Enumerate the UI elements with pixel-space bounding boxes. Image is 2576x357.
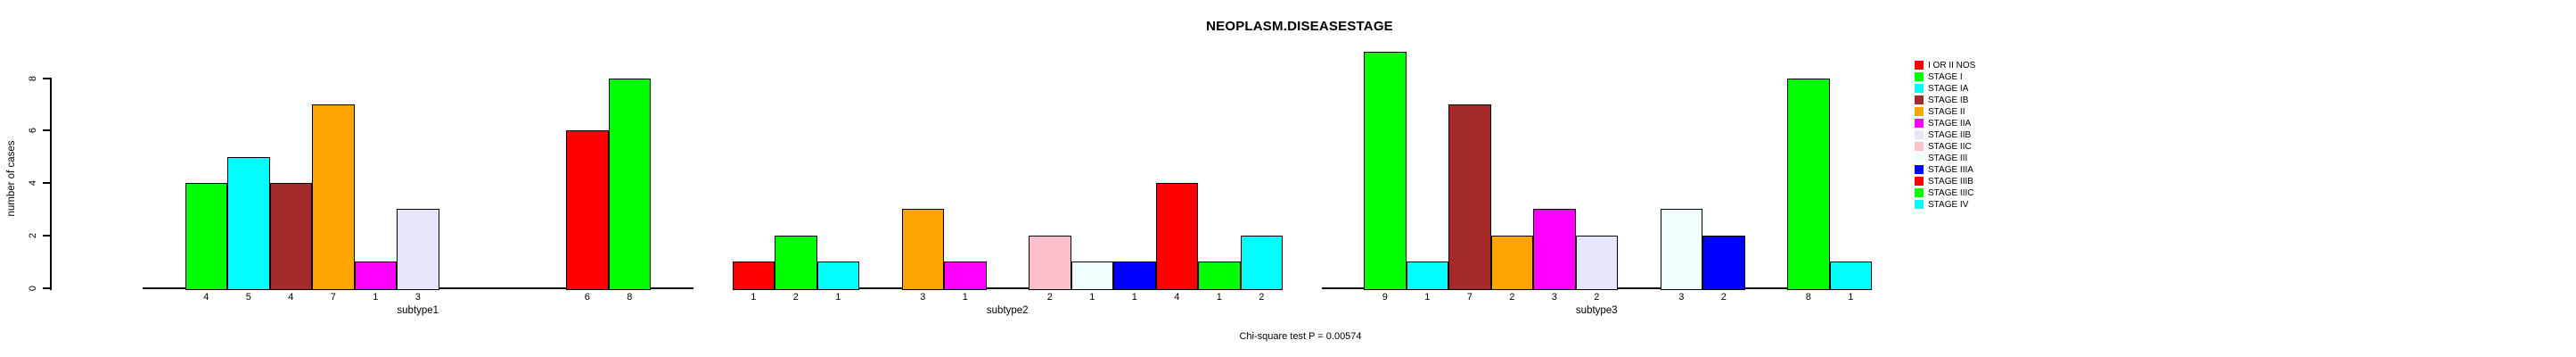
bar-value-label: 1: [751, 292, 757, 303]
legend-swatch: [1914, 118, 1924, 128]
bar-value-label: 7: [330, 292, 336, 303]
bar-value-label: 6: [584, 292, 590, 303]
bar: [608, 78, 651, 290]
legend-label: STAGE IIIB: [1928, 176, 1973, 187]
bar: [732, 262, 775, 290]
legend-swatch: [1914, 71, 1924, 81]
legend-swatch: [1914, 153, 1924, 162]
bar-value-label: 4: [288, 292, 294, 303]
bar-value-label: 1: [1424, 292, 1431, 303]
panel-x-label: subtype2: [986, 305, 1029, 316]
chi-square-annotation: Chi-square test P = 0.00574: [1239, 331, 1362, 342]
legend-label: STAGE III: [1928, 153, 1968, 163]
legend-swatch: [1914, 83, 1924, 93]
bar: [1029, 235, 1071, 290]
bar: [1406, 262, 1448, 290]
bar: [1829, 262, 1872, 290]
bar: [1198, 262, 1241, 290]
bar: [1490, 235, 1533, 290]
legend-label: STAGE IIB: [1928, 129, 1972, 140]
y-tick-mark: [43, 77, 51, 79]
bar: [1787, 78, 1830, 290]
bar: [397, 209, 439, 290]
bar-value-label: 1: [1089, 292, 1095, 303]
bar: [1240, 235, 1283, 290]
bar: [1113, 262, 1156, 290]
bar: [775, 235, 817, 290]
bar-value-label: 3: [920, 292, 926, 303]
y-tick-mark: [43, 234, 51, 237]
legend-swatch: [1914, 164, 1924, 174]
legend-label: I OR II NOS: [1928, 60, 1976, 71]
bar: [1533, 209, 1576, 290]
bar: [1364, 52, 1407, 290]
legend-swatch: [1914, 141, 1924, 151]
bar: [1071, 262, 1113, 290]
chart-title: NEOPLASM.DISEASESTAGE: [1206, 19, 1393, 34]
y-tick-mark: [43, 182, 51, 184]
legend-label: STAGE I: [1928, 71, 1963, 82]
bar: [185, 183, 227, 290]
legend-label: STAGE IV: [1928, 199, 1969, 210]
legend-label: STAGE II: [1928, 106, 1965, 117]
legend-swatch: [1914, 199, 1924, 209]
legend-label: STAGE IIIA: [1928, 164, 1973, 175]
legend-label: STAGE IIC: [1928, 141, 1972, 152]
bar: [816, 262, 859, 290]
bar-value-label: 2: [1046, 292, 1053, 303]
bar-value-label: 2: [1259, 292, 1265, 303]
y-axis-line: [50, 77, 52, 290]
bar: [269, 183, 312, 290]
bar: [566, 130, 609, 290]
legend-label: STAGE IIA: [1928, 118, 1972, 129]
bar-value-label: 3: [1678, 292, 1685, 303]
legend-label: STAGE IIIC: [1928, 187, 1974, 198]
bar-value-label: 7: [1466, 292, 1473, 303]
legend-label: STAGE IB: [1928, 95, 1969, 105]
legend-label: STAGE IA: [1928, 83, 1969, 94]
bar: [312, 104, 355, 290]
bar-value-label: 8: [627, 292, 633, 303]
bar-value-label: 1: [373, 292, 379, 303]
bar-value-label: 1: [1216, 292, 1222, 303]
bar-value-label: 4: [203, 292, 209, 303]
bar: [354, 262, 397, 290]
bar: [901, 209, 944, 290]
bar-value-label: 1: [1131, 292, 1137, 303]
bar: [944, 262, 987, 290]
bar-value-label: 9: [1382, 292, 1388, 303]
bar-value-label: 3: [414, 292, 421, 303]
bar-value-label: 1: [835, 292, 841, 303]
panel-x-label: subtype1: [397, 305, 439, 316]
y-tick-mark: [43, 286, 51, 289]
bar: [1448, 104, 1491, 290]
bar: [1575, 235, 1618, 290]
legend-swatch: [1914, 129, 1924, 139]
bar: [1660, 209, 1702, 290]
bar: [1155, 183, 1198, 290]
legend-swatch: [1914, 60, 1924, 70]
bar-value-label: 1: [1848, 292, 1854, 303]
bar-value-label: 2: [792, 292, 799, 303]
bar-value-label: 2: [1594, 292, 1600, 303]
bar-value-label: 4: [1174, 292, 1180, 303]
legend-swatch: [1914, 106, 1924, 116]
bar-value-label: 3: [1551, 292, 1557, 303]
bar: [1702, 235, 1745, 290]
bar-value-label: 2: [1509, 292, 1515, 303]
legend-swatch: [1914, 187, 1924, 197]
bar-value-label: 5: [245, 292, 251, 303]
legend-swatch: [1914, 176, 1924, 186]
x-axis-line: [732, 286, 1283, 289]
y-tick-mark: [43, 129, 51, 132]
legend-swatch: [1914, 95, 1924, 104]
bar-value-label: 1: [962, 292, 968, 303]
panel-x-label: subtype3: [1575, 305, 1618, 316]
bar-value-label: 8: [1805, 292, 1811, 303]
bar: [227, 156, 270, 290]
bar-value-label: 2: [1720, 292, 1727, 303]
